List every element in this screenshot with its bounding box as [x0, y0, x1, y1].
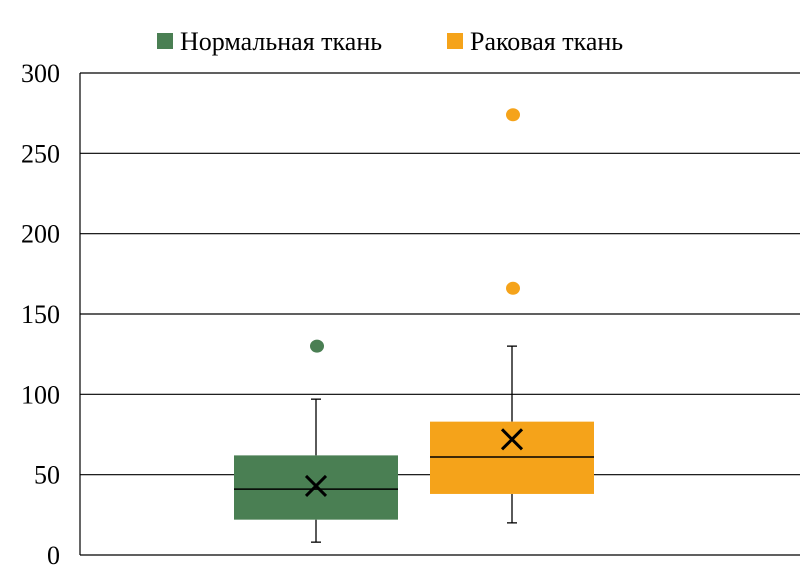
outlier-point-0	[310, 339, 324, 353]
y-tick-label-50: 50	[34, 461, 60, 490]
y-tick-label-250: 250	[21, 139, 60, 168]
y-axis-tick-labels: 0 50 100 150 200 250 300	[21, 59, 60, 570]
y-tick-label-200: 200	[21, 220, 60, 249]
outlier-point-1	[506, 108, 520, 122]
legend-swatch-normal	[157, 33, 173, 49]
mean-marker-stroke-2	[500, 428, 524, 451]
legend-label-normal: Нормальная ткань	[180, 27, 382, 56]
box	[430, 421, 594, 494]
y-tick-label-150: 150	[21, 300, 60, 329]
mean-marker-stroke-2	[304, 474, 328, 497]
outlier-point-0	[506, 281, 520, 295]
gridlines	[79, 72, 800, 556]
legend-label-cancer: Раковая ткань	[470, 27, 623, 56]
y-tick-label-300: 300	[21, 59, 60, 88]
box-series-0	[234, 339, 398, 543]
y-tick-label-0: 0	[47, 541, 60, 570]
y-tick-label-100: 100	[21, 380, 60, 409]
box-series-1	[430, 108, 594, 524]
legend-swatch-cancer	[447, 33, 463, 49]
legend: Нормальная ткань Раковая ткань	[157, 27, 623, 56]
boxes	[234, 108, 594, 543]
